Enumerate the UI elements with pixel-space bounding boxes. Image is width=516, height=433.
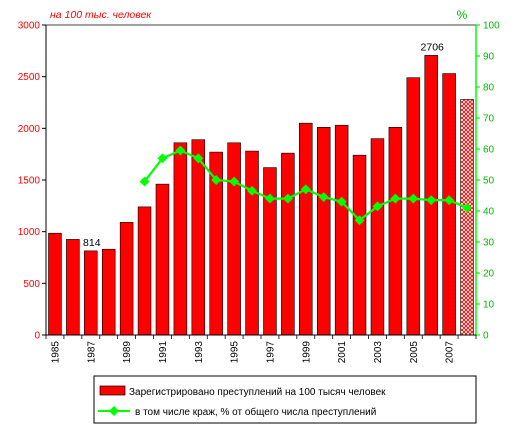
x-tick-label: 1985 <box>50 341 61 364</box>
line-point-2006 <box>426 195 437 206</box>
data-label-1987: 814 <box>83 237 101 249</box>
line-point-2003 <box>372 201 383 212</box>
left-tick-label: 1000 <box>18 227 41 238</box>
x-tick-label: 2003 <box>373 341 384 364</box>
line-point-1999 <box>300 184 311 195</box>
x-tick-label: 1987 <box>86 341 97 364</box>
right-tick-label: 90 <box>483 52 495 63</box>
right-tick-label: 0 <box>483 331 489 342</box>
x-tick-label: 2007 <box>445 341 456 364</box>
bar-series <box>48 55 474 336</box>
right-axis-note: % <box>457 8 468 22</box>
line-point-2000 <box>318 192 329 202</box>
right-tick-label: 20 <box>483 269 495 280</box>
line-point-2005 <box>408 193 419 204</box>
line-point-2008 <box>462 202 472 213</box>
line-point-1997 <box>265 193 275 204</box>
legend: Зарегистрировано преступлений на 100 тыс… <box>93 375 477 424</box>
legend-bar-swatch <box>99 385 126 396</box>
right-tick-label: 50 <box>483 176 495 187</box>
line-point-1990 <box>139 176 150 187</box>
right-tick-label: 40 <box>483 207 495 218</box>
x-tick-label: 1993 <box>194 341 205 364</box>
left-tick-label: 1500 <box>18 176 41 187</box>
bar-1996 <box>245 150 259 336</box>
bar-1998 <box>281 152 295 336</box>
right-tick-label: 10 <box>483 300 495 311</box>
line-point-1994 <box>211 175 222 185</box>
line-point-1993 <box>193 153 204 164</box>
legend-bar-label: Зарегистрировано преступлений на 100 тыс… <box>129 387 386 398</box>
legend-box <box>93 375 477 424</box>
x-tick-label: 1999 <box>301 341 312 364</box>
bar-1993 <box>191 139 206 336</box>
left-tick-label: 2000 <box>18 124 41 135</box>
line-point-1998 <box>282 193 293 204</box>
right-tick-label: 70 <box>483 114 495 125</box>
right-tick-label: 60 <box>483 145 495 156</box>
bar-2000 <box>316 127 331 336</box>
bar-1997 <box>263 167 277 336</box>
bar-2001 <box>334 124 349 336</box>
right-tick-label: 80 <box>483 83 495 94</box>
bar-1999 <box>299 122 313 336</box>
x-tick-label: 1989 <box>122 341 133 364</box>
left-tick-label: 500 <box>23 279 40 290</box>
bar-1985 <box>48 232 62 336</box>
bar-2005 <box>406 77 421 336</box>
bar-2002 <box>352 154 367 336</box>
bar-2008 <box>460 99 474 336</box>
bar-1988 <box>101 248 116 336</box>
line-series <box>139 145 472 226</box>
line-point-1992 <box>175 145 186 156</box>
bar-2006 <box>424 55 438 336</box>
bar-1989 <box>119 222 134 336</box>
line-point-2001 <box>336 196 347 207</box>
right-tick-label: 100 <box>483 21 500 32</box>
x-tick-label: 1995 <box>230 341 241 364</box>
left-tick-label: 0 <box>34 331 40 342</box>
bar-1986 <box>66 239 80 336</box>
legend-line-label: в том числе краж, % от общего числа прес… <box>135 406 376 418</box>
bar-1987 <box>84 250 98 336</box>
left-axis-note: на 100 тыс. человек <box>50 9 152 21</box>
x-tick-label: 1991 <box>158 341 169 364</box>
bar-2003 <box>370 138 385 336</box>
line-point-1991 <box>157 153 168 164</box>
x-tick-label: 2005 <box>409 341 420 364</box>
left-tick-label: 2500 <box>18 72 41 83</box>
bar-1995 <box>227 142 241 336</box>
x-tick-label: 1997 <box>265 341 276 364</box>
line-point-2004 <box>390 193 401 204</box>
left-tick-label: 3000 <box>18 21 41 32</box>
bar-2004 <box>388 127 403 336</box>
line-point-2002 <box>354 215 365 226</box>
bar-1991 <box>155 183 170 336</box>
line-point-2007 <box>444 195 455 206</box>
bar-1990 <box>137 206 152 336</box>
x-tick-label: 2001 <box>337 341 348 364</box>
right-tick-label: 30 <box>483 238 495 249</box>
data-label-2006: 2706 <box>421 41 445 53</box>
line-point-1995 <box>229 176 240 187</box>
bar-1992 <box>173 142 188 336</box>
data-labels: 814 2706 <box>83 41 444 249</box>
line-point-1996 <box>247 185 257 196</box>
axes: 0 500 1000 1500 2000 2500 3000 0 10 20 30 40 50 60 70 8… <box>18 21 500 364</box>
